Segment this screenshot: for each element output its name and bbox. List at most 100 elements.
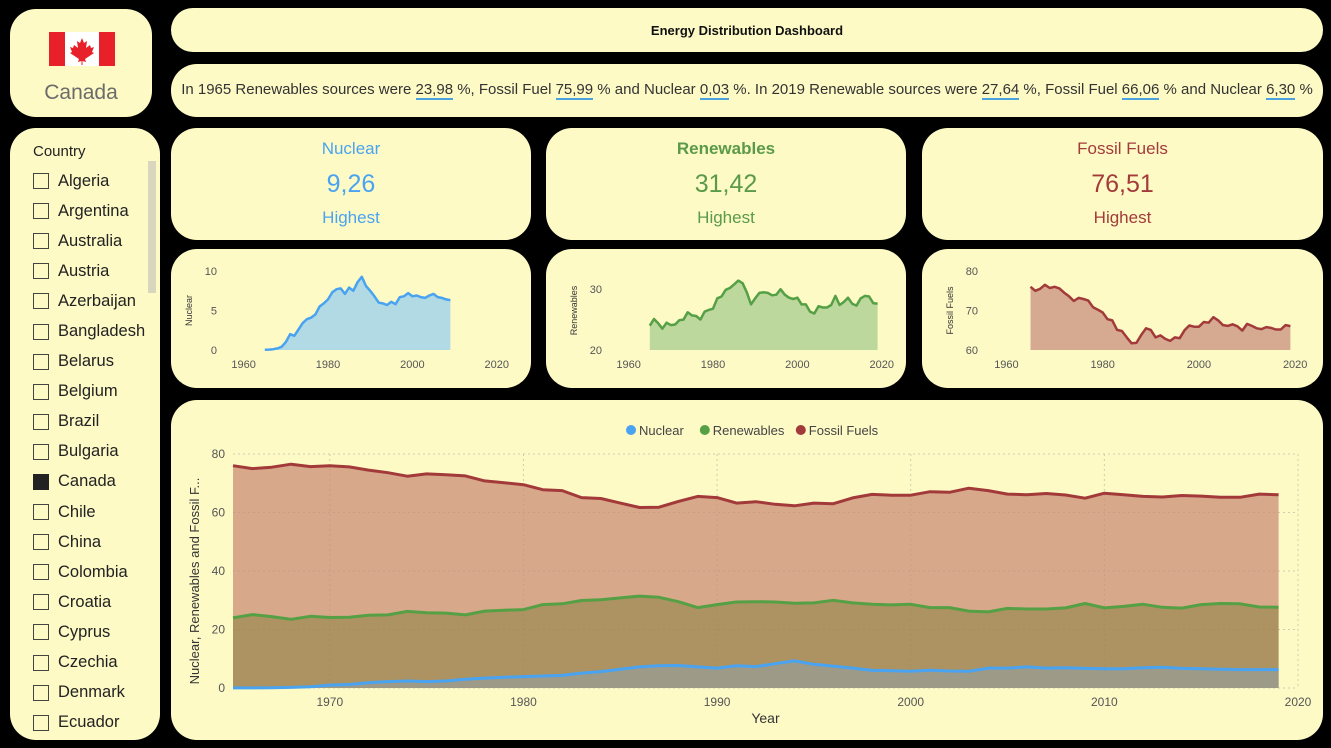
slicer-item-label: Bulgaria bbox=[58, 442, 119, 461]
slicer-item-argentina[interactable]: Argentina bbox=[33, 196, 145, 226]
slicer-item-chile[interactable]: Chile bbox=[33, 497, 145, 527]
slicer-item-canada[interactable]: Canada bbox=[33, 467, 145, 497]
summary-text-part: % bbox=[1295, 81, 1313, 98]
kpi-subtitle: Highest bbox=[697, 208, 755, 227]
slicer-item-brazil[interactable]: Brazil bbox=[33, 407, 145, 437]
x-tick-label: 2000 bbox=[1187, 359, 1211, 371]
slicer-item-austria[interactable]: Austria bbox=[33, 256, 145, 286]
x-tick-label: 2020 bbox=[485, 359, 509, 371]
slicer-scrollbar[interactable] bbox=[148, 161, 156, 293]
summary-value-nuclear-2019: 6,30 bbox=[1266, 81, 1296, 100]
checkbox[interactable] bbox=[33, 684, 49, 701]
nuclear-line bbox=[233, 659, 1279, 690]
slicer-item-label: Ecuador bbox=[58, 713, 120, 732]
y-tick-label: 40 bbox=[212, 564, 226, 578]
slicer-item-colombia[interactable]: Colombia bbox=[33, 557, 145, 587]
slicer-item-label: Argentina bbox=[58, 201, 129, 220]
x-tick-label: 2010 bbox=[1091, 695, 1118, 709]
series-line bbox=[1029, 283, 1291, 345]
slicer-item-bangladesh[interactable]: Bangladesh bbox=[33, 316, 145, 346]
summary-text: In 1965 Renewables sources were 23,98 %,… bbox=[171, 64, 1323, 117]
checkbox[interactable] bbox=[33, 443, 49, 460]
area-fill bbox=[1030, 284, 1291, 350]
summary-text-part: In 1965 Renewables sources were bbox=[181, 81, 416, 98]
slicer-item-bulgaria[interactable]: Bulgaria bbox=[33, 437, 145, 467]
x-tick-label: 1980 bbox=[1090, 359, 1114, 371]
slicer-item-label: Czechia bbox=[58, 653, 118, 672]
fossil-sparkline-chart: 60 70 80 1960 1980 2000 2020 Fossil Fuels bbox=[945, 266, 1307, 371]
slicer-item-label: Colombia bbox=[58, 562, 128, 581]
legend-label: Renewables bbox=[713, 423, 785, 438]
checkbox[interactable] bbox=[33, 263, 49, 280]
summary-value-renewables-2019: 27,64 bbox=[981, 81, 1020, 100]
checkbox[interactable] bbox=[33, 624, 49, 641]
x-tick-label: 2020 bbox=[870, 359, 894, 371]
y-tick-label: 20 bbox=[212, 623, 226, 637]
checkbox[interactable] bbox=[33, 203, 49, 220]
kpi-card-fossil: Fossil Fuels 76,51 Highest bbox=[922, 128, 1323, 240]
kpi-subtitle: Highest bbox=[322, 208, 380, 227]
checkbox[interactable] bbox=[33, 564, 49, 581]
combined-area-chart: 0 20 40 60 80 1970 1980 1990 2000 2010 2020 Year Nuc… bbox=[187, 423, 1312, 726]
area-fill bbox=[649, 280, 878, 350]
checkbox[interactable] bbox=[33, 473, 49, 490]
y-tick-label: 70 bbox=[966, 306, 978, 318]
legend-marker bbox=[626, 425, 636, 435]
slicer-item-label: Algeria bbox=[58, 171, 110, 190]
checkbox[interactable] bbox=[33, 323, 49, 340]
fossil-sparkline-card: 60 70 80 1960 1980 2000 2020 Fossil Fuels bbox=[922, 249, 1323, 388]
slicer-item-denmark[interactable]: Denmark bbox=[33, 678, 145, 708]
x-tick-label: 2000 bbox=[785, 359, 809, 371]
slicer-item-croatia[interactable]: Croatia bbox=[33, 587, 145, 617]
series-line bbox=[264, 275, 451, 352]
slicer-item-azerbaijan[interactable]: Azerbaijan bbox=[33, 286, 145, 316]
slicer-item-label: Chile bbox=[58, 502, 96, 521]
dashboard-title: Energy Distribution Dashboard bbox=[171, 8, 1323, 52]
x-tick-label: 1980 bbox=[510, 695, 537, 709]
y-axis-label: Nuclear bbox=[184, 295, 194, 326]
checkbox[interactable] bbox=[33, 654, 49, 671]
x-tick-label: 1960 bbox=[994, 359, 1018, 371]
y-tick-label: 20 bbox=[590, 345, 602, 357]
slicer-item-czechia[interactable]: Czechia bbox=[33, 648, 145, 678]
y-tick-label: 60 bbox=[966, 345, 978, 357]
slicer-item-label: Australia bbox=[58, 231, 123, 250]
checkbox[interactable] bbox=[33, 504, 49, 521]
y-tick-label: 60 bbox=[212, 506, 226, 520]
kpi-label: Nuclear bbox=[321, 139, 381, 158]
slicer-item-china[interactable]: China bbox=[33, 527, 145, 557]
legend-marker bbox=[699, 425, 710, 435]
selected-country-name: Canada bbox=[44, 81, 118, 104]
y-axis-label: Renewables bbox=[569, 285, 579, 335]
kpi-value: 9,26 bbox=[326, 170, 376, 198]
slicer-item-label: Belarus bbox=[58, 352, 114, 371]
kpi-card-nuclear: Nuclear 9,26 Highest bbox=[171, 128, 531, 240]
slicer-item-algeria[interactable]: Algeria bbox=[33, 166, 145, 196]
slicer-item-australia[interactable]: Australia bbox=[33, 226, 145, 256]
slicer-item-belarus[interactable]: Belarus bbox=[33, 347, 145, 377]
x-axis-label: Year bbox=[751, 710, 780, 726]
checkbox[interactable] bbox=[33, 714, 49, 731]
checkbox[interactable] bbox=[33, 594, 49, 611]
main-chart-card: 0 20 40 60 80 1970 1980 1990 2000 2010 2020 Year Nuc… bbox=[171, 400, 1323, 740]
x-tick-label: 2000 bbox=[400, 359, 424, 371]
x-tick-label: 1970 bbox=[316, 695, 343, 709]
slicer-item-label: Azerbaijan bbox=[58, 291, 136, 310]
checkbox[interactable] bbox=[33, 534, 49, 551]
checkbox[interactable] bbox=[33, 353, 49, 370]
checkbox[interactable] bbox=[33, 233, 49, 250]
fossil-area bbox=[233, 464, 1279, 688]
slicer-item-cyprus[interactable]: Cyprus bbox=[33, 617, 145, 647]
checkbox[interactable] bbox=[33, 293, 49, 310]
kpi-label: Renewables bbox=[676, 139, 776, 158]
y-tick-label: 0 bbox=[218, 681, 225, 695]
summary-value-nuclear-1965: 0,03 bbox=[699, 81, 730, 100]
renewables-line bbox=[232, 594, 1279, 621]
checkbox[interactable] bbox=[33, 173, 49, 190]
checkbox[interactable] bbox=[33, 413, 49, 430]
slicer-item-belgium[interactable]: Belgium bbox=[33, 377, 145, 407]
slicer-item-ecuador[interactable]: Ecuador bbox=[33, 708, 145, 738]
checkbox[interactable] bbox=[33, 383, 49, 400]
y-axis-label: Nuclear, Renewables and Fossil F... bbox=[187, 478, 202, 685]
country-card: Canada bbox=[10, 9, 152, 117]
